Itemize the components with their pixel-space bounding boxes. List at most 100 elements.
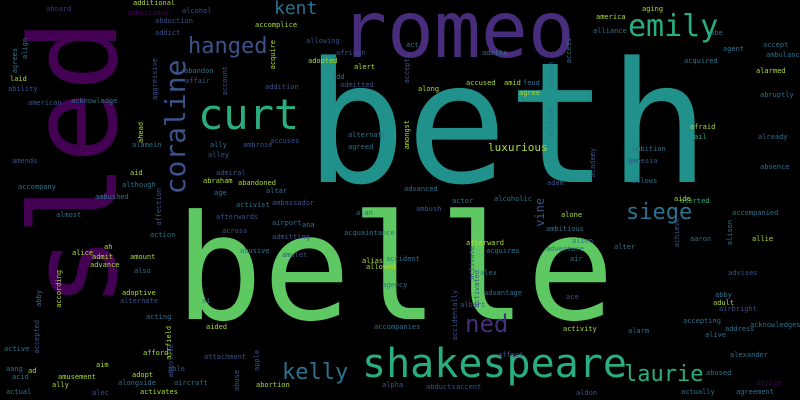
word-102: act xyxy=(406,41,419,49)
word-36: accept xyxy=(763,41,789,49)
word-165: acting xyxy=(146,313,172,321)
word-27: account xyxy=(221,65,229,96)
word-60: address xyxy=(725,325,755,333)
word-52: aaron xyxy=(690,235,712,243)
word-152: advance xyxy=(90,261,120,269)
word-101: accepts xyxy=(403,53,411,84)
word-158: agrees xyxy=(11,47,19,74)
word-107: advanced xyxy=(404,185,438,193)
word-137: admiral xyxy=(216,169,246,177)
word-180: abortion xyxy=(256,381,290,389)
word-144: although xyxy=(122,181,156,189)
word-185: acid xyxy=(12,373,29,381)
word-105: alternate xyxy=(348,131,386,139)
word-75: air xyxy=(570,255,583,263)
word-189: ace xyxy=(566,293,579,301)
word-92: aldon xyxy=(576,389,598,397)
word-10: kelly xyxy=(282,360,349,385)
word-68: agreement xyxy=(736,388,774,396)
word-124: ambrose xyxy=(243,141,273,149)
word-66: advice xyxy=(756,379,782,387)
word-129: ambassador xyxy=(272,199,315,207)
word-103: along xyxy=(418,85,440,93)
word-119: african xyxy=(336,49,366,57)
word-59: accepting xyxy=(683,317,721,325)
word-16: aboard xyxy=(46,5,72,13)
word-131: airport xyxy=(272,219,302,227)
word-138: age xyxy=(214,189,227,197)
word-160: laid xyxy=(10,75,27,83)
word-156: accompany xyxy=(18,183,56,191)
word-20: abduction xyxy=(155,17,193,25)
word-183: aang xyxy=(6,365,23,373)
word-41: abruptly xyxy=(760,91,794,99)
word-7: emily xyxy=(628,9,719,44)
word-148: amount xyxy=(130,253,156,261)
word-178: apple xyxy=(253,349,261,371)
word-130: admitting xyxy=(272,233,310,241)
word-61: acknowledges xyxy=(750,321,800,329)
word-31: addition xyxy=(265,83,299,91)
word-35: abe xyxy=(710,29,723,37)
word-78: adam xyxy=(547,179,564,187)
word-126: abandoned xyxy=(238,179,276,187)
word-108: ambush xyxy=(416,205,442,213)
word-18: alcohol xyxy=(182,7,212,15)
word-132: ana xyxy=(302,221,315,229)
word-169: afford xyxy=(143,349,169,357)
word-91: accent xyxy=(456,383,482,391)
word-81: afterward xyxy=(466,239,504,247)
word-3: romeo xyxy=(340,0,575,76)
word-65: abused xyxy=(706,369,732,377)
word-82: acquires xyxy=(486,247,520,255)
word-44: afraid xyxy=(690,123,716,131)
word-8: hanged xyxy=(188,34,268,59)
word-104: amongst xyxy=(403,119,411,150)
word-177: activates xyxy=(140,388,178,396)
word-171: able xyxy=(168,365,185,373)
word-39: acquired xyxy=(684,57,718,65)
word-67: actually xyxy=(681,388,715,396)
word-154: ah xyxy=(104,243,113,251)
word-55: adult xyxy=(713,299,735,307)
word-113: accident xyxy=(386,255,420,263)
word-24: american xyxy=(28,99,62,107)
word-14: luxurious xyxy=(488,141,548,154)
word-164: alternate xyxy=(120,297,158,305)
word-125: abraham xyxy=(203,177,233,185)
word-111: alias xyxy=(362,257,384,265)
word-71: ambitious xyxy=(546,225,584,233)
word-128: activist xyxy=(236,201,270,209)
word-163: adoptive xyxy=(122,289,156,297)
word-146: affection xyxy=(155,187,163,226)
word-118: adopted xyxy=(308,57,338,65)
word-15: vine xyxy=(533,197,547,227)
word-26: affair xyxy=(185,77,211,85)
word-80: alcoholic xyxy=(494,195,532,203)
word-43: already xyxy=(758,133,788,141)
word-155: almost xyxy=(56,211,82,219)
word-94: amid xyxy=(504,79,521,87)
word-84: alex xyxy=(480,269,497,277)
word-56: abby xyxy=(715,291,732,299)
word-57: airbright xyxy=(719,305,757,313)
word-9: kent xyxy=(274,0,318,19)
word-134: amulet xyxy=(282,251,308,259)
word-90: abducts xyxy=(426,383,456,391)
word-161: abby xyxy=(35,289,43,307)
word-76: academy xyxy=(589,147,597,178)
word-127: altar xyxy=(266,187,288,195)
word-140: alley xyxy=(208,151,230,159)
word-17: additional xyxy=(133,0,176,7)
word-112: allowed xyxy=(366,263,396,271)
word-176: aircraft xyxy=(174,379,208,387)
word-99: access xyxy=(565,37,573,64)
word-143: aid xyxy=(130,169,143,177)
word-32: aging xyxy=(642,5,664,13)
word-188: alec xyxy=(92,389,109,397)
word-173: aim xyxy=(96,361,109,369)
word-47: allows xyxy=(632,177,658,185)
word-141: alamein xyxy=(132,141,162,149)
word-79: actor xyxy=(452,197,474,205)
word-87: accidentally xyxy=(451,289,459,341)
